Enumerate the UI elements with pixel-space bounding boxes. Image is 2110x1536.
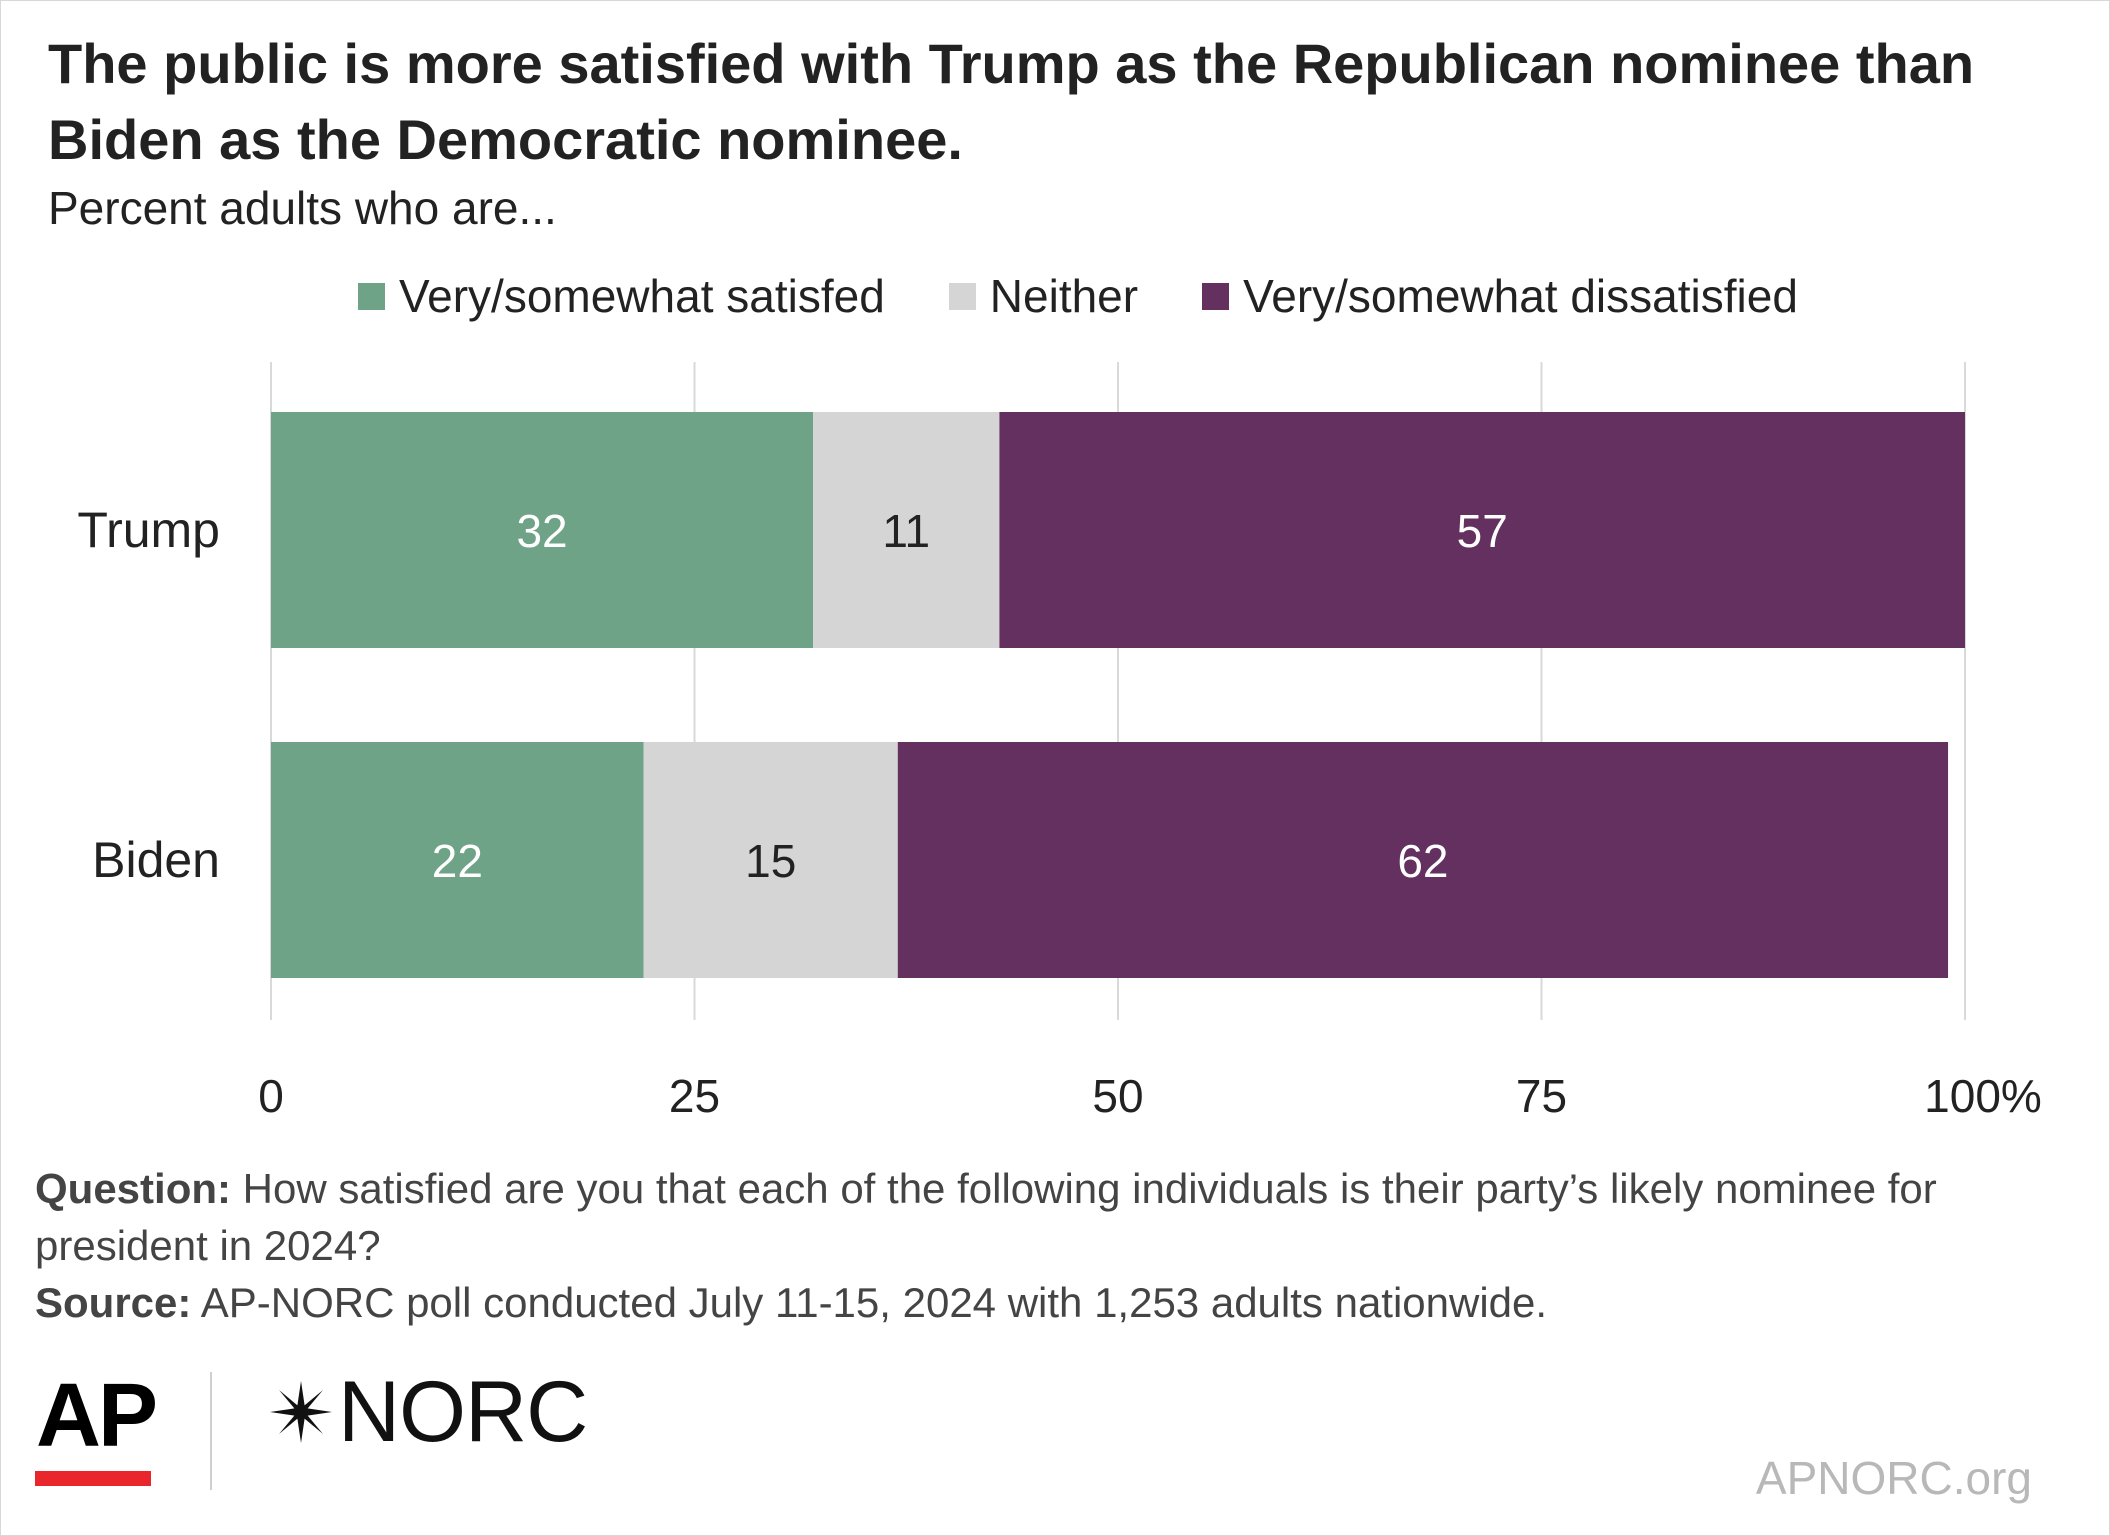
norc-star-icon	[270, 1381, 332, 1443]
bar-segment	[897, 742, 1949, 978]
ap-logo: AP	[36, 1366, 158, 1466]
data-label: 22	[432, 835, 483, 887]
bar-segment	[643, 742, 898, 978]
source-text: AP-NORC poll conducted July 11-15, 2024 …	[191, 1279, 1548, 1326]
legend-swatch-neither	[948, 282, 976, 310]
x-tick-label: 0	[258, 1070, 284, 1122]
legend-item-dissatisfied: Very/somewhat dissatisfied	[1202, 269, 1798, 323]
data-label: 57	[1457, 505, 1508, 557]
x-tick-label: 50	[1092, 1070, 1143, 1122]
chart-title: The public is more satisfied with Trump …	[48, 32, 1975, 171]
bar-segment	[999, 412, 1965, 648]
logo-divider	[210, 1372, 212, 1490]
legend-swatch-dissatisfied	[1202, 282, 1230, 310]
source-note: Source: AP-NORC poll conducted July 11-1…	[35, 1274, 2015, 1331]
norc-logo: NORC	[266, 1362, 588, 1462]
source-label: Source:	[35, 1279, 192, 1326]
legend-swatch-satisfied	[358, 282, 385, 310]
question-label: Question:	[35, 1165, 231, 1212]
norc-logo-text: NORC	[338, 1364, 588, 1460]
bar-segment	[813, 412, 1000, 648]
x-tick-label: 75	[1516, 1070, 1567, 1122]
chart-subtitle: Percent adults who are...	[48, 182, 557, 234]
bar-segment	[271, 412, 814, 648]
legend-label-dissatisfied: Very/somewhat dissatisfied	[1243, 270, 1798, 322]
question-note: Question: How satisfied are you that eac…	[35, 1160, 2015, 1274]
category-label: Trump	[77, 502, 220, 558]
data-label: 62	[1397, 835, 1448, 887]
legend: Very/somewhat satisfed Neither Very/some…	[358, 268, 1862, 324]
data-label: 11	[882, 505, 930, 557]
legend-item-neither: Neither	[948, 269, 1139, 323]
bar-segment	[271, 742, 644, 978]
x-tick-label: 100%	[1924, 1070, 2042, 1122]
data-label: 32	[516, 505, 567, 557]
legend-item-satisfied: Very/somewhat satisfed	[358, 269, 885, 323]
legend-label-neither: Neither	[989, 270, 1139, 322]
category-label: Biden	[92, 832, 220, 888]
ap-logo-bar	[35, 1471, 151, 1486]
chart-notes: Question: How satisfied are you that eac…	[35, 1160, 2015, 1331]
stacked-bar-chart: 0 25 50 75 100% Trump 32 11 57 Biden 22 15 62	[77, 362, 2042, 1122]
site-url: APNORC.org	[1755, 1452, 2032, 1504]
question-text: How satisfied are you that each of the f…	[35, 1165, 1937, 1269]
data-label: 15	[745, 835, 796, 887]
x-tick-label: 25	[669, 1070, 720, 1122]
legend-label-satisfied: Very/somewhat satisfed	[399, 270, 885, 322]
